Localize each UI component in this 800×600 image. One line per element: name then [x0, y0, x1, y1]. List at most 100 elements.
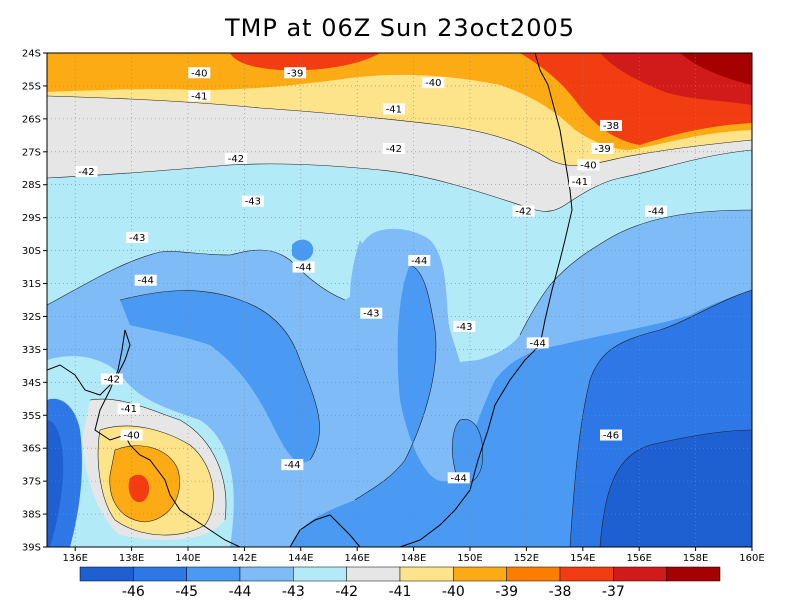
contour-label: -44 [295, 263, 311, 274]
contour-label: -44 [411, 256, 427, 267]
y-tick-label: 35S [22, 411, 41, 422]
contour-label: -41 [572, 177, 588, 188]
colorbar-label: -45 [175, 584, 198, 600]
contour-label: -39 [287, 68, 303, 79]
colorbar: -46 -45 -44 -43 -42 -41 -40 -39 -38 -37 [79, 566, 721, 600]
contour-label: -44 [648, 207, 664, 218]
colorbar-label: -42 [335, 584, 358, 600]
contour-label: -43 [363, 309, 379, 320]
colorbar-label: -39 [495, 584, 518, 600]
y-tick-label: 30S [22, 246, 41, 257]
x-tick-label: 152E [514, 553, 539, 564]
contour-label-bg [408, 254, 431, 266]
colorbar-swatch [79, 566, 134, 582]
contour-label: -41 [386, 104, 402, 115]
contour-label-bg [126, 231, 149, 243]
contour-label: -42 [228, 154, 244, 165]
contour-label: -43 [129, 233, 145, 244]
latitude-axis: 24S 25S 26S 27S 28S 29S 30S 31S 32S 33S 34S 35S 36S 3… [22, 49, 47, 554]
y-tick-label: 28S [22, 180, 41, 191]
y-tick-label: 29S [22, 213, 41, 224]
contour-label-bg [645, 205, 668, 217]
contour-label-bg [422, 77, 445, 89]
contour-label-bg [284, 67, 307, 79]
contour-label-bg [224, 152, 247, 164]
contour-label: -44 [284, 460, 300, 471]
contour-label-bg [600, 119, 622, 131]
colorbar-swatch [293, 566, 347, 582]
contour-lines [47, 95, 752, 547]
contour-labels: -40 -39 -40 -41 -41 -38 -42 -39 -42 -40 -42 -41 -43 -… [75, 67, 668, 484]
x-tick-label: 160E [739, 553, 764, 564]
x-tick-label: 138E [119, 553, 144, 564]
colorbar-label: -40 [442, 584, 465, 600]
x-tick-label: 150E [457, 553, 482, 564]
contour-label: -43 [456, 322, 472, 333]
contour-label-bg [447, 472, 470, 484]
contour-label-bg [360, 307, 383, 319]
colorbar-label: -38 [549, 584, 572, 600]
y-tick-label: 27S [22, 147, 41, 158]
contour-label: -39 [594, 144, 610, 155]
band-minus-44-west [120, 290, 320, 463]
contour-label-bg [568, 175, 591, 187]
band-minus-44-island-east [452, 419, 483, 483]
contour-label-bg [600, 429, 622, 441]
contour-label: -40 [425, 78, 441, 89]
contour-label: -44 [530, 338, 546, 349]
map-grid [47, 53, 752, 547]
x-tick-label: 158E [683, 553, 708, 564]
contour-label-bg [577, 159, 600, 171]
y-tick-label: 38S [22, 510, 41, 521]
contour-label-bg [117, 403, 140, 415]
x-tick-label: 144E [288, 553, 313, 564]
contour-label-bg [292, 261, 315, 273]
coastline [47, 53, 573, 547]
map-frame [46, 52, 753, 548]
contour-label-bg [134, 274, 157, 286]
longitude-axis: 136E 138E 140E 142E 144E 146E 148E 150E 152E 154E… [62, 547, 765, 564]
contour-label: -41 [121, 404, 137, 415]
contour-label-bg [382, 143, 405, 155]
colorbar-swatch [186, 566, 241, 582]
y-tick-label: 24S [22, 49, 41, 60]
filled-contours [47, 53, 752, 547]
band-minus-36 [680, 53, 752, 85]
colorbar-swatch [613, 566, 667, 582]
y-tick-label: 31S [22, 279, 41, 290]
band-minus-44-island [292, 239, 314, 261]
colorbar-swatch [346, 566, 401, 582]
contour-label-bg [526, 337, 549, 349]
x-tick-label: 140E [175, 553, 200, 564]
contour-label-bg [382, 103, 405, 115]
contour-label: -40 [123, 431, 139, 442]
band-sw-minus-38 [128, 474, 150, 503]
y-tick-label: 36S [22, 444, 41, 455]
colorbar-label: -41 [389, 584, 412, 600]
contour-label: -38 [603, 121, 619, 132]
contour-label: -44 [138, 276, 154, 287]
colorbar-label: -46 [122, 584, 145, 600]
colorbar-swatch [399, 566, 454, 582]
contour-label-bg [591, 143, 614, 155]
contour-label: -40 [191, 68, 207, 79]
contour-label-bg [120, 429, 143, 441]
colorbar-swatch [559, 566, 614, 582]
contour-label-bg [75, 166, 98, 178]
y-tick-label: 33S [22, 345, 41, 356]
x-tick-label: 136E [62, 553, 87, 564]
colorbar-swatch [453, 566, 507, 582]
map-title: TMP at 06Z Sun 23oct2005 [224, 14, 575, 42]
contour-label: -44 [451, 473, 467, 484]
x-tick-label: 148E [401, 553, 426, 564]
y-tick-label: 32S [22, 312, 41, 323]
colorbar-label: -37 [602, 584, 625, 600]
colorbar-swatch [133, 566, 187, 582]
band-minus-38-top [230, 53, 380, 71]
contour-label-bg [512, 205, 535, 217]
contour-label: -42 [515, 207, 531, 218]
colorbar-swatch [666, 566, 721, 582]
contour-label-bg [453, 320, 476, 332]
contour-label-bg [281, 459, 304, 471]
y-tick-label: 39S [22, 543, 41, 554]
